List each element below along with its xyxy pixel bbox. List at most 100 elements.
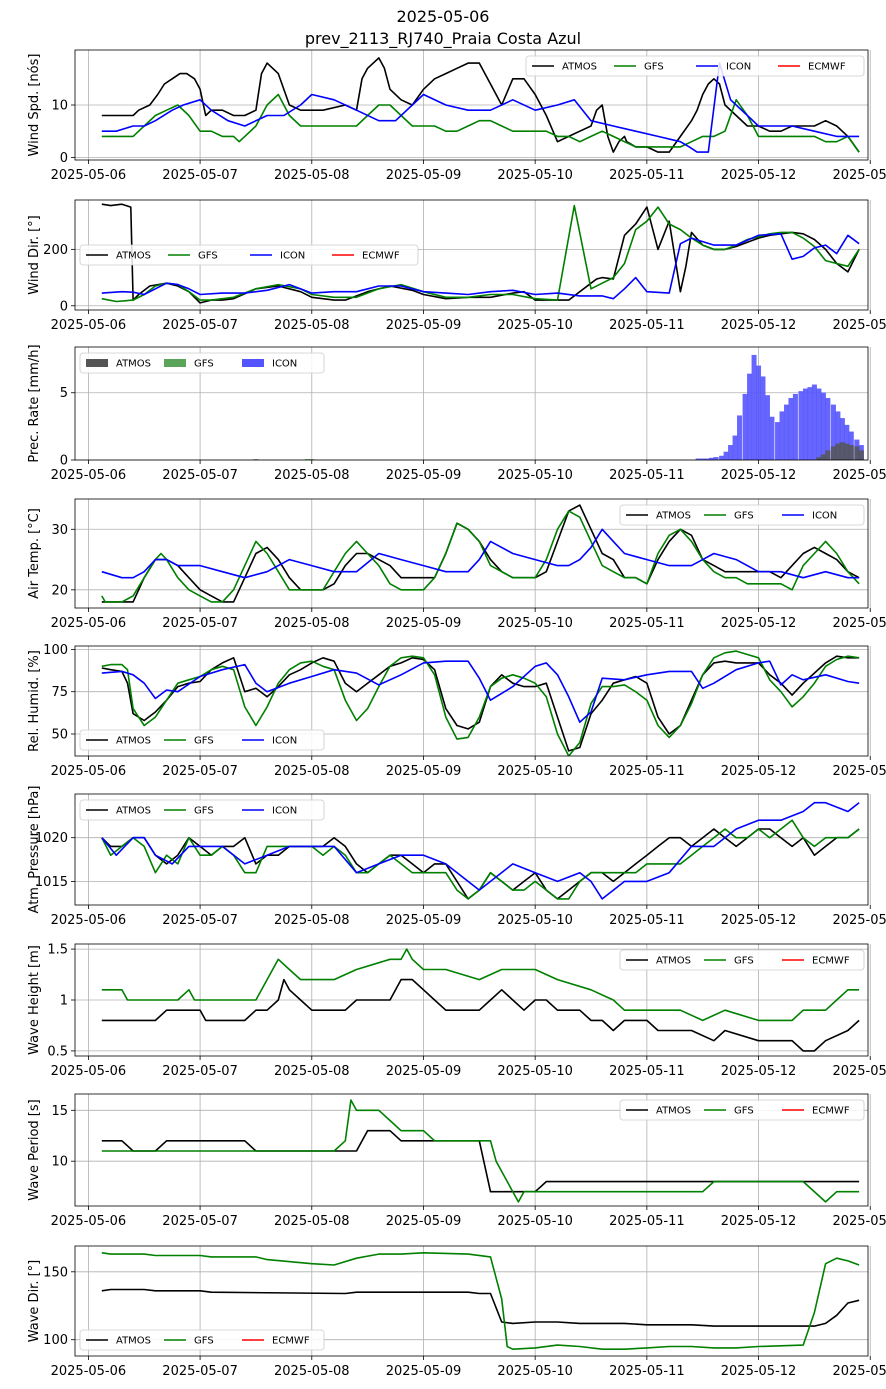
bar-icon <box>816 388 822 460</box>
legend-label-icon: ICON <box>272 806 297 817</box>
legend-box <box>79 729 325 751</box>
series-line-icon <box>101 528 860 579</box>
legend-label-ecmwf: ECMWF <box>812 1106 850 1117</box>
bar-icon <box>747 373 753 460</box>
x-tick-label: 2025-05-09 <box>386 168 462 183</box>
legend-swatch-gfs <box>164 359 186 367</box>
y-axis-label: Wind Spd. [nós] <box>27 54 42 157</box>
plot-area <box>101 57 860 153</box>
x-tick-label: 2025-05-06 <box>51 1214 127 1229</box>
y-tick-label: 30 <box>51 523 68 538</box>
plot-area <box>101 504 860 603</box>
panel-3: 2025-05-06 2025-05-07 2025-05-08 2025-05-09… <box>27 344 886 483</box>
x-tick-label: 2025-05-12 <box>721 468 797 483</box>
y-tick-label: 150 <box>43 1265 68 1280</box>
series-line-icon <box>101 660 860 724</box>
legend-label-ecmwf: ECMWF <box>808 62 846 73</box>
bar-icon <box>713 457 719 460</box>
series-line-icon <box>101 62 860 153</box>
x-tick-label: 2025-05-09 <box>386 764 462 779</box>
legend-label-ecmwf: ECMWF <box>812 956 850 967</box>
figure-title-date: 2025-05-06 <box>396 7 490 26</box>
plot-area <box>101 948 860 1052</box>
bar-atmos <box>820 454 826 460</box>
x-tick-label: 2025-05-13 <box>832 616 886 631</box>
x-tick-label: 2025-05-07 <box>162 1364 238 1379</box>
x-tick-label: 2025-05-12 <box>721 616 797 631</box>
legend: ATMOS GFS ICON <box>619 504 865 526</box>
y-tick-label: 20 <box>51 583 68 598</box>
plot-area <box>253 354 864 460</box>
x-tick-label: 2025-05-06 <box>51 616 127 631</box>
x-tick-label: 2025-05-12 <box>721 913 797 928</box>
legend-label-atmos: ATMOS <box>656 1106 691 1117</box>
y-axis-label: Rel. Humid. [%] <box>27 650 42 752</box>
x-tick-label: 2025-05-11 <box>609 616 685 631</box>
x-tick-label: 2025-05-13 <box>832 764 886 779</box>
x-tick-label: 2025-05-06 <box>51 764 127 779</box>
x-tick-label: 2025-05-10 <box>497 1364 573 1379</box>
y-tick-label: 200 <box>43 243 68 258</box>
series-line-gfs <box>101 650 860 756</box>
legend-label-atmos: ATMOS <box>116 1336 151 1347</box>
y-axis-label: Prec. Rate [mm/h] <box>27 344 42 462</box>
x-tick-label: 2025-05-09 <box>386 1364 462 1379</box>
legend: ATMOS GFS ICON <box>79 352 325 374</box>
x-tick-label: 2025-05-08 <box>274 764 350 779</box>
panel-5: 2025-05-06 2025-05-07 2025-05-08 2025-05-09… <box>27 643 886 779</box>
y-tick-label: 100 <box>43 1333 68 1348</box>
bar-atmos <box>835 443 841 460</box>
legend: ATMOS GFS ECMWF <box>619 949 865 971</box>
series-line-atmos <box>101 203 860 304</box>
bar-icon <box>792 393 798 460</box>
series-line-icon <box>101 801 860 900</box>
y-tick-label: 0 <box>60 454 68 469</box>
x-tick-label: 2025-05-06 <box>51 1364 127 1379</box>
series-line-icon <box>101 233 860 300</box>
plot-area <box>101 1099 860 1203</box>
x-tick-label: 2025-05-07 <box>162 1064 238 1079</box>
x-tick-label: 2025-05-07 <box>162 616 238 631</box>
y-tick-label: 0 <box>60 299 68 314</box>
legend-box <box>79 352 325 374</box>
legend-label-atmos: ATMOS <box>116 359 151 370</box>
y-tick-label: 1.5 <box>47 943 68 958</box>
bar-icon <box>802 388 808 460</box>
panel-7: 2025-05-06 2025-05-07 2025-05-08 2025-05-09… <box>27 943 886 1079</box>
x-tick-label: 2025-05-09 <box>386 1064 462 1079</box>
bar-atmos <box>839 442 845 460</box>
legend-label-gfs: GFS <box>734 1106 754 1117</box>
x-tick-label: 2025-05-09 <box>386 1214 462 1229</box>
x-tick-label: 2025-05-07 <box>162 318 238 333</box>
legend-label-icon: ICON <box>726 62 751 73</box>
y-tick-label: 75 <box>51 685 68 700</box>
x-tick-label: 2025-05-13 <box>832 318 886 333</box>
bar-icon <box>732 435 738 460</box>
axes-frame <box>74 645 869 757</box>
x-tick-label: 2025-05-10 <box>497 1214 573 1229</box>
x-tick-label: 2025-05-12 <box>721 1214 797 1229</box>
legend-label-icon: ICON <box>812 511 837 522</box>
axes-frame <box>74 199 869 311</box>
x-tick-label: 2025-05-08 <box>274 616 350 631</box>
x-tick-label: 2025-05-08 <box>274 1214 350 1229</box>
bar-atmos <box>844 443 850 460</box>
y-axis-label: Wave Height [m] <box>27 945 42 1055</box>
panel-6: 2025-05-06 2025-05-07 2025-05-08 2025-05-09… <box>27 786 886 928</box>
legend-label-icon: ICON <box>272 359 297 370</box>
bar-icon <box>775 422 781 460</box>
x-tick-label: 2025-05-11 <box>609 1214 685 1229</box>
x-tick-label: 2025-05-10 <box>497 168 573 183</box>
bar-icon <box>779 411 785 460</box>
legend-box <box>525 55 865 77</box>
x-tick-label: 2025-05-11 <box>609 468 685 483</box>
x-tick-label: 2025-05-10 <box>497 1064 573 1079</box>
y-tick-label: 5 <box>60 386 68 401</box>
bar-icon <box>765 395 770 460</box>
legend: ATMOS GFS ICON ECMWF <box>79 244 419 266</box>
legend-label-ecmwf: ECMWF <box>272 1336 310 1347</box>
legend-label-gfs: GFS <box>644 62 664 73</box>
plot-area <box>101 801 860 900</box>
x-tick-label: 2025-05-12 <box>721 1364 797 1379</box>
bar-atmos <box>830 446 836 460</box>
